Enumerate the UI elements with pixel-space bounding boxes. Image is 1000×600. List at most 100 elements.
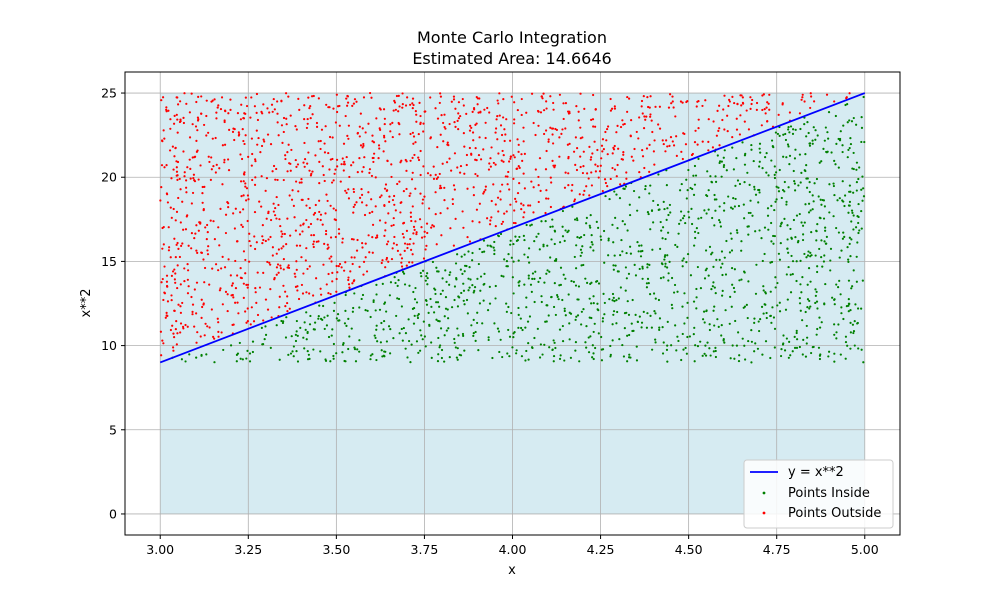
point-inside — [620, 238, 623, 242]
point-inside — [650, 209, 654, 213]
point-outside — [265, 177, 269, 180]
point-inside — [809, 280, 812, 283]
point-inside — [847, 304, 850, 307]
point-inside — [824, 282, 827, 286]
point-outside — [372, 141, 376, 144]
point-inside — [439, 344, 442, 347]
point-inside — [667, 272, 670, 275]
point-inside — [666, 207, 669, 210]
point-inside — [453, 298, 456, 302]
point-inside — [416, 316, 420, 320]
point-inside — [847, 204, 851, 207]
point-outside — [269, 263, 272, 266]
point-outside — [295, 180, 298, 183]
point-outside — [307, 96, 310, 99]
point-outside — [347, 124, 350, 127]
point-inside — [463, 264, 467, 267]
point-inside — [322, 304, 325, 308]
point-outside — [515, 200, 518, 203]
point-outside — [532, 186, 535, 189]
point-inside — [431, 260, 435, 264]
point-inside — [688, 335, 692, 338]
point-outside — [188, 158, 191, 161]
point-inside — [731, 283, 734, 286]
point-outside — [269, 143, 273, 146]
point-inside — [337, 319, 340, 322]
point-inside — [499, 338, 502, 341]
point-outside — [276, 100, 279, 103]
point-outside — [286, 151, 289, 154]
point-inside — [648, 192, 651, 195]
point-inside — [747, 233, 750, 236]
point-outside — [378, 196, 382, 199]
point-inside — [640, 326, 643, 329]
point-inside — [472, 334, 475, 337]
point-outside — [197, 178, 200, 181]
point-inside — [582, 263, 585, 267]
point-inside — [793, 157, 797, 160]
point-inside — [837, 166, 840, 169]
point-inside — [443, 334, 446, 337]
point-outside — [567, 112, 571, 115]
point-inside — [816, 265, 819, 268]
point-outside — [503, 128, 506, 131]
point-outside — [332, 107, 335, 110]
point-inside — [684, 221, 687, 225]
point-outside — [287, 95, 290, 98]
point-outside — [547, 138, 550, 141]
point-outside — [305, 291, 308, 294]
point-inside — [778, 301, 781, 304]
point-outside — [344, 261, 347, 264]
point-outside — [697, 118, 700, 121]
point-outside — [409, 132, 412, 136]
point-outside — [172, 332, 175, 335]
point-inside — [461, 272, 464, 275]
point-outside — [435, 243, 438, 246]
point-inside — [535, 235, 538, 238]
point-inside — [420, 275, 423, 278]
point-inside — [803, 123, 806, 126]
point-outside — [166, 314, 169, 317]
point-outside — [307, 151, 310, 154]
point-inside — [725, 239, 728, 243]
point-outside — [462, 226, 465, 229]
point-outside — [237, 131, 240, 134]
point-outside — [412, 135, 416, 138]
point-inside — [476, 311, 479, 314]
point-outside — [505, 210, 508, 213]
point-inside — [458, 353, 461, 356]
point-outside — [227, 258, 230, 261]
point-outside — [396, 249, 400, 252]
point-inside — [588, 297, 591, 300]
point-inside — [567, 293, 570, 296]
point-inside — [847, 310, 850, 313]
point-outside — [190, 92, 193, 95]
point-outside — [295, 128, 298, 131]
point-inside — [754, 230, 757, 233]
point-inside — [803, 252, 806, 256]
point-outside — [401, 103, 404, 106]
point-inside — [550, 295, 553, 299]
point-inside — [758, 147, 761, 150]
point-inside — [788, 131, 791, 134]
point-inside — [685, 178, 688, 181]
point-outside — [341, 157, 344, 160]
x-tick-label: 5.00 — [851, 542, 879, 557]
point-outside — [537, 200, 540, 204]
point-outside — [223, 143, 227, 146]
point-inside — [757, 188, 760, 192]
point-inside — [833, 360, 836, 363]
point-outside — [171, 324, 174, 327]
point-outside — [506, 175, 509, 178]
point-outside — [489, 165, 492, 168]
point-inside — [343, 322, 347, 325]
point-inside — [347, 317, 350, 321]
point-inside — [587, 336, 590, 339]
point-inside — [527, 358, 530, 361]
point-outside — [281, 232, 284, 236]
point-inside — [667, 213, 670, 217]
point-outside — [440, 114, 443, 117]
point-outside — [534, 168, 537, 171]
point-inside — [429, 297, 432, 301]
point-outside — [419, 192, 422, 195]
